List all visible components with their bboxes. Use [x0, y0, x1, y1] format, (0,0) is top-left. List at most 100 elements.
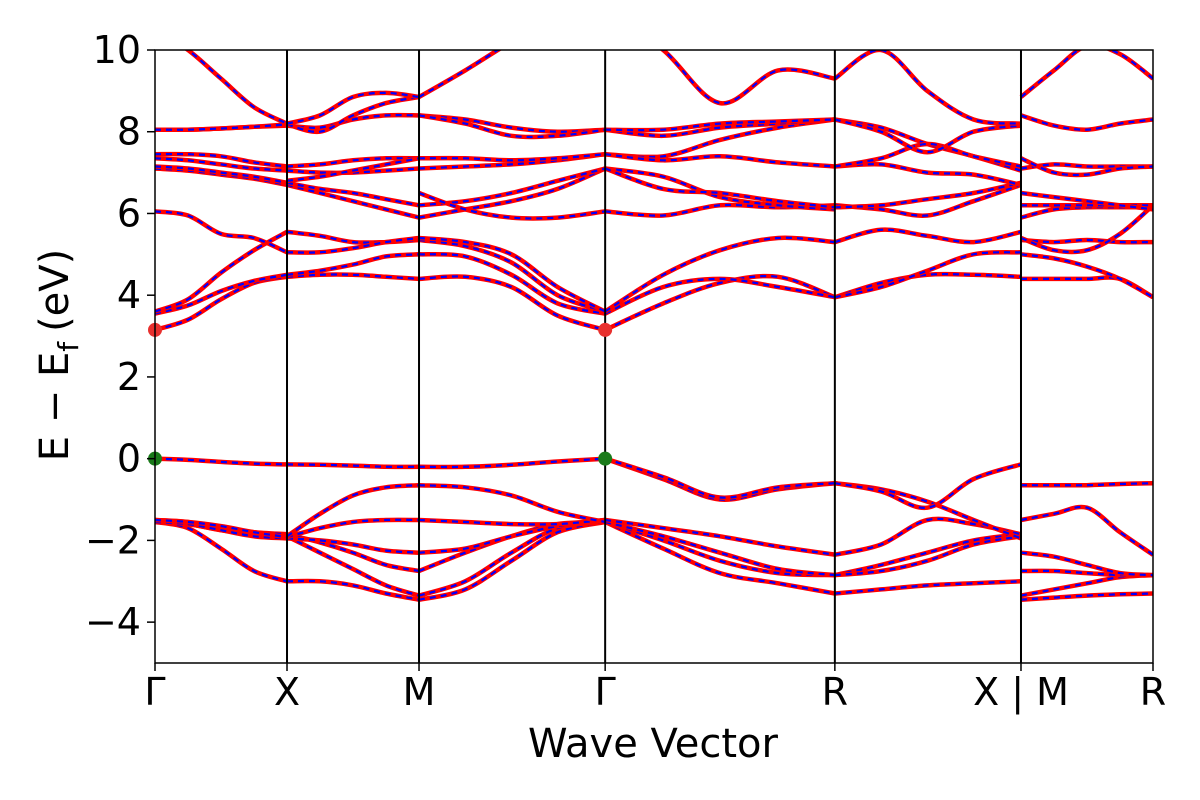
band-line-dashed: [834, 533, 1022, 577]
band-line-dashed: [418, 520, 606, 573]
band-line-dashed: [834, 517, 1022, 556]
band-line-dashed: [418, 191, 606, 220]
band-line-dashed: [418, 50, 500, 98]
y-axis-label: E − Ef (eV): [32, 249, 85, 462]
band-line-dashed: [286, 95, 420, 133]
band-line-solid: [834, 161, 1022, 188]
band-line-dashed: [834, 142, 1022, 168]
vbm-marker: [598, 451, 613, 466]
band-line-solid: [833, 50, 1022, 126]
band-line-solid: [418, 482, 606, 525]
band-line-dashed: [418, 457, 606, 469]
y-axis-ticks: −4 −2 0 2 4 6 8 10: [85, 28, 155, 644]
x-tick-label: M: [403, 670, 436, 714]
band-line-dashed: [1020, 551, 1153, 577]
band-line-dashed: [286, 518, 420, 539]
band-line-dashed: [604, 457, 836, 501]
band-line-dashed: [1020, 592, 1153, 601]
band-line-solid: [834, 250, 1022, 300]
band-line-solid: [184, 50, 289, 126]
band-line-dashed: [286, 157, 420, 168]
band-line-dashed: [605, 518, 836, 556]
band-line-solid: [604, 456, 836, 500]
y-axis-label-unit: (eV): [32, 249, 78, 332]
band-line-dashed: [604, 277, 836, 315]
x-tick-label: R: [1140, 670, 1166, 714]
y-tick-label: 6: [117, 191, 141, 235]
band-line-dashed: [1020, 163, 1153, 170]
band-line-dashed: [155, 123, 288, 131]
y-tick-label: −4: [85, 600, 141, 644]
band-line-solid: [1019, 50, 1153, 99]
band-line-solid: [604, 166, 836, 210]
band-line-dashed: [1021, 482, 1153, 487]
band-line-dashed: [155, 210, 288, 254]
band-line-dashed: [186, 50, 288, 125]
band-line-dashed: [286, 91, 420, 125]
band-line-dashed: [418, 275, 606, 331]
kpoint-lines: [286, 50, 1022, 663]
y-tick-label: 2: [117, 355, 141, 399]
band-line-dashed: [834, 181, 1022, 209]
band-line-dashed: [286, 463, 420, 468]
band-line-dashed: [1020, 204, 1153, 254]
y-tick-label: 0: [117, 437, 141, 481]
band-line-dashed: [286, 579, 420, 601]
band-line-dashed: [155, 165, 288, 184]
band-line-dashed: [604, 457, 835, 499]
band-line-dashed: [1020, 114, 1153, 131]
band-line-dashed: [155, 273, 288, 315]
cbm-marker: [598, 322, 613, 337]
bands-layer: [155, 50, 1153, 602]
band-line-dashed: [418, 167, 606, 219]
band-line-dashed: [605, 118, 835, 132]
band-line-solid: [604, 456, 836, 502]
band-line-dashed: [418, 153, 606, 162]
band-line-dashed: [604, 521, 836, 595]
band-line-dashed: [1020, 569, 1153, 577]
band-line-solid: [1020, 504, 1153, 557]
band-line-dashed: [155, 230, 288, 313]
y-tick-label: −2: [85, 518, 141, 562]
band-line-dashed: [155, 518, 288, 539]
band-line-dashed: [834, 163, 1022, 186]
band-line-dashed: [661, 50, 836, 105]
band-line-dashed: [418, 484, 606, 524]
band-line-solid: [155, 209, 288, 255]
band-line-dashed: [834, 535, 1022, 577]
band-line-solid: [604, 273, 836, 332]
x-axis-ticks: Γ X M Γ R X | M R: [144, 663, 1166, 715]
band-line-dashed: [286, 157, 420, 182]
y-tick-label: 8: [117, 110, 141, 154]
band-line-dashed: [418, 236, 606, 313]
band-line-dashed: [1020, 238, 1153, 244]
x-tick-label: Γ: [144, 670, 165, 714]
band-line-dashed: [286, 181, 420, 207]
band-line-dashed: [418, 114, 606, 139]
band-line-solid: [604, 519, 836, 578]
band-line-dashed: [834, 228, 1022, 244]
band-line-dashed: [834, 183, 1022, 217]
band-line-dashed: [418, 238, 606, 313]
band-line-dashed: [834, 118, 1022, 154]
band-line-solid: [834, 227, 1022, 245]
band-line-dashed: [418, 114, 606, 133]
band-line-solid: [418, 519, 606, 574]
band-line-dashed: [1020, 253, 1153, 299]
band-line-dashed: [604, 275, 836, 331]
band-line-dashed: [605, 153, 835, 168]
extrema-markers: [148, 322, 613, 466]
band-line-dashed: [286, 253, 420, 276]
band-line-dashed: [286, 183, 420, 219]
x-axis-label: Wave Vector: [528, 721, 779, 767]
band-line-solid: [659, 50, 836, 106]
band-line-dashed: [834, 463, 1022, 509]
band-line-dashed: [286, 535, 420, 597]
band-line-dashed: [286, 236, 420, 254]
band-line-dashed: [1020, 191, 1153, 211]
band-line-dashed: [418, 520, 606, 601]
x-tick-label: X | M: [973, 670, 1069, 715]
band-line-dashed: [286, 537, 420, 554]
band-line-dashed: [604, 520, 835, 577]
